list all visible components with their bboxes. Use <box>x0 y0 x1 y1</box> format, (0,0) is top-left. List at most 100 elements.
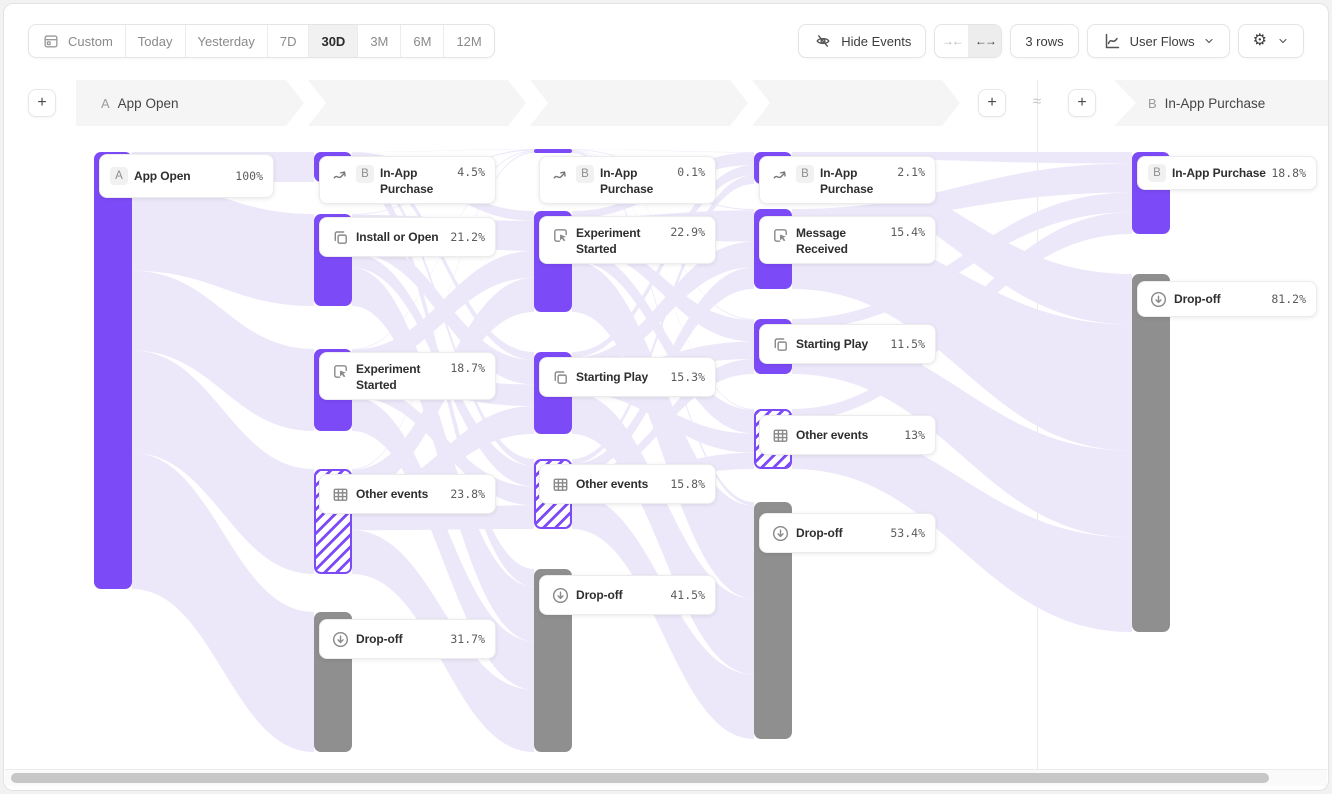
date-range-6m[interactable]: 6M <box>400 25 443 57</box>
node-bar-app-open[interactable] <box>94 152 132 589</box>
node-card-drop-off[interactable]: Drop-off 53.4% <box>759 513 936 553</box>
node-card-starting-play[interactable]: Starting Play 15.3% <box>539 357 716 397</box>
overlap-squares-icon <box>770 334 790 354</box>
step-b-banner[interactable]: B In-App Purchase <box>1114 80 1328 126</box>
node-card-drop-off[interactable]: Drop-off 81.2% <box>1137 281 1317 317</box>
node-percent: 53.4% <box>890 526 925 540</box>
date-range-7d[interactable]: 7D <box>266 25 309 57</box>
hide-events-label: Hide Events <box>841 33 912 49</box>
step-badge: B <box>796 165 814 183</box>
wavy-arrow-icon <box>330 165 350 185</box>
date-range-label: 3M <box>370 33 389 49</box>
date-range-30d[interactable]: 30D <box>308 25 358 57</box>
wavy-arrow-icon <box>550 165 570 185</box>
node-percent: 18.7% <box>450 361 485 375</box>
node-label: In-App Purchase <box>380 166 434 197</box>
node-label: Starting Play <box>576 369 649 384</box>
node-percent: 15.4% <box>890 225 925 239</box>
settings-dropdown[interactable]: ⚙ <box>1237 24 1304 58</box>
step-banner-empty[interactable] <box>752 80 960 126</box>
node-card-other-events[interactable]: Other events 13% <box>759 415 936 455</box>
date-range-label: 6M <box>413 33 432 49</box>
step-banner-empty[interactable] <box>530 80 748 126</box>
node-card-in-app-purchase[interactable]: B In-App Purchase 18.8% <box>1137 156 1317 190</box>
down-circle-icon <box>330 629 350 649</box>
node-label: Message Received <box>796 226 848 257</box>
hide-events-button[interactable]: Hide Events <box>798 24 927 58</box>
node-label: In-App Purchase <box>1172 165 1266 180</box>
down-circle-icon <box>1148 289 1168 309</box>
node-percent: 81.2% <box>1271 292 1306 306</box>
step-banner-empty[interactable] <box>308 80 526 126</box>
date-range-label: 7D <box>279 33 297 49</box>
date-range-12m[interactable]: 12M <box>443 25 493 57</box>
node-card-in-app-purchase[interactable]: B In-App Purchase 4.5% <box>319 156 496 204</box>
node-label: Experiment Started <box>576 226 641 257</box>
node-percent: 2.1% <box>897 165 925 179</box>
step-a-letter: A <box>101 95 110 111</box>
date-range-label: Today <box>137 33 173 49</box>
node-label: Drop-off <box>796 525 843 540</box>
add-step-end-button[interactable]: + <box>1068 89 1096 117</box>
node-card-experiment-started[interactable]: Experiment Started 18.7% <box>319 352 496 400</box>
node-card-starting-play[interactable]: Starting Play 11.5% <box>759 324 936 364</box>
date-range-label: 12M <box>456 33 482 49</box>
step-b-label: In-App Purchase <box>1164 95 1266 111</box>
node-bar-drop-off[interactable] <box>1132 274 1170 632</box>
chart-type-dropdown[interactable]: User Flows <box>1086 24 1230 58</box>
horizontal-scrollbar[interactable] <box>5 769 1327 786</box>
node-card-install-or-open[interactable]: Install or Open 21.2% <box>319 217 496 257</box>
date-range-custom[interactable]: Custom <box>29 25 125 57</box>
date-range-today[interactable]: Today <box>124 25 185 57</box>
add-step-start-button[interactable]: + <box>28 89 56 117</box>
node-label: In-App Purchase <box>820 166 874 197</box>
node-card-in-app-purchase[interactable]: B In-App Purchase 0.1% <box>539 156 716 204</box>
node-label: Drop-off <box>576 587 623 602</box>
gear-icon: ⚙ <box>1252 32 1267 49</box>
date-range-selector: Custom Today Yesterday 7D 30D 3M 6M 12M <box>28 24 495 58</box>
grid-icon <box>330 484 350 504</box>
node-percent: 41.5% <box>670 588 705 602</box>
user-flows-icon <box>1102 31 1122 51</box>
step-badge: B <box>576 165 594 183</box>
overlap-squares-icon <box>330 227 350 247</box>
node-card-message-received[interactable]: Message Received 15.4% <box>759 216 936 264</box>
node-label: Experiment Started <box>356 362 421 393</box>
node-percent: 23.8% <box>450 487 485 501</box>
node-percent: 31.7% <box>450 632 485 646</box>
node-card-experiment-started[interactable]: Experiment Started 22.9% <box>539 216 716 264</box>
overlap-squares-icon <box>550 367 570 387</box>
node-percent: 22.9% <box>670 225 705 239</box>
steps-header: + A App Open + ≈ + B In-App Purchase <box>4 80 1328 126</box>
scrollbar-thumb[interactable] <box>11 773 1269 783</box>
expand-columns-button[interactable]: ←→ <box>968 25 1002 57</box>
wavy-arrow-icon <box>770 165 790 185</box>
calendar-icon <box>41 31 61 51</box>
down-circle-icon <box>550 585 570 605</box>
rows-button[interactable]: 3 rows <box>1010 24 1079 58</box>
collapse-columns-button[interactable]: →← <box>941 34 964 48</box>
node-label: Starting Play <box>796 336 869 351</box>
node-bar-in-app-purchase[interactable] <box>534 149 572 153</box>
date-range-3m[interactable]: 3M <box>357 25 400 57</box>
node-card-other-events[interactable]: Other events 15.8% <box>539 464 716 504</box>
step-badge: A <box>110 167 128 185</box>
step-a-label: App Open <box>117 95 179 111</box>
node-percent: 13% <box>904 428 925 442</box>
grid-icon <box>550 474 570 494</box>
add-step-middle-button[interactable]: + <box>978 89 1006 117</box>
approx-symbol: ≈ <box>1032 93 1042 110</box>
chart-type-label: User Flows <box>1129 33 1195 49</box>
step-a-banner[interactable]: A App Open <box>76 80 304 126</box>
node-percent: 15.8% <box>670 477 705 491</box>
node-card-drop-off[interactable]: Drop-off 41.5% <box>539 575 716 615</box>
panel-divider <box>1037 80 1038 774</box>
node-card-drop-off[interactable]: Drop-off 31.7% <box>319 619 496 659</box>
node-label: In-App Purchase <box>600 166 654 197</box>
node-card-in-app-purchase[interactable]: B In-App Purchase 2.1% <box>759 156 936 204</box>
eye-off-icon <box>813 31 833 51</box>
column-width-toggle: →← ←→ <box>934 24 1003 58</box>
date-range-yesterday[interactable]: Yesterday <box>184 25 267 57</box>
node-card-other-events[interactable]: Other events 23.8% <box>319 474 496 514</box>
node-card-app-open[interactable]: A App Open 100% <box>99 154 274 198</box>
